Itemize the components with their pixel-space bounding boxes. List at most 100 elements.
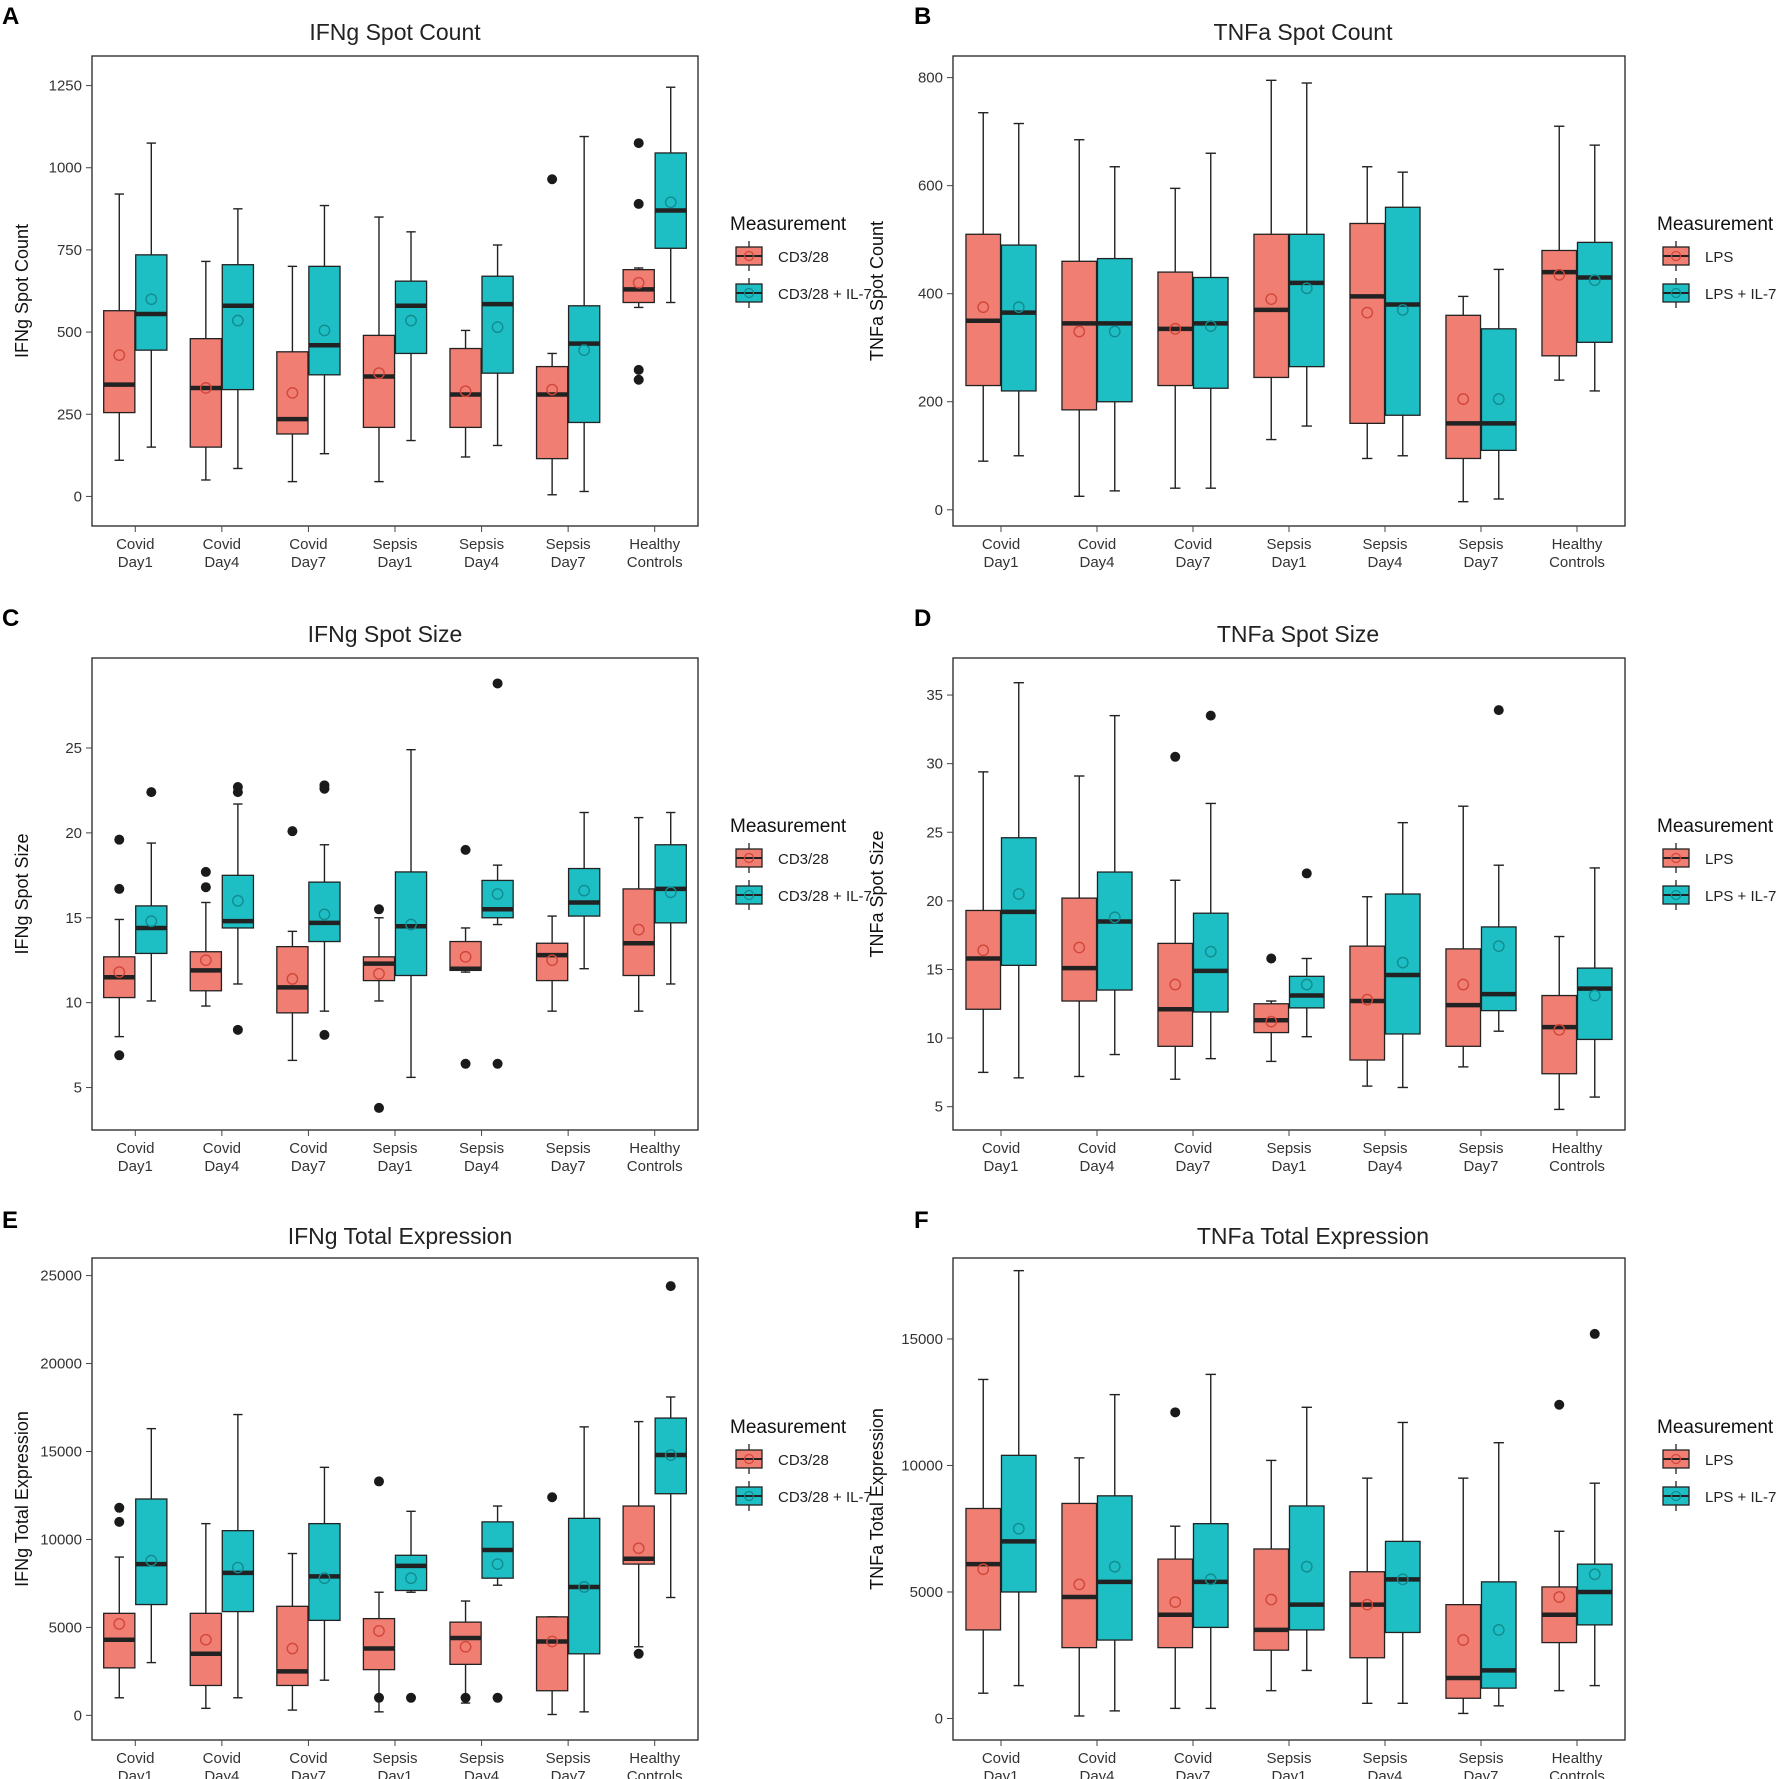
x-tick-label: Covid xyxy=(203,1750,241,1767)
x-tick-label: Day1 xyxy=(118,554,153,571)
box-outlier xyxy=(319,1029,330,1040)
box-series1 xyxy=(1541,125,1578,381)
box-iqr xyxy=(1349,1571,1386,1659)
x-tick-label: Day7 xyxy=(1175,1768,1210,1779)
y-tick-label: 30 xyxy=(926,756,943,773)
box-iqr xyxy=(1480,926,1517,1012)
box-series1 xyxy=(622,1420,655,1659)
x-tick-label: Covid xyxy=(289,536,327,553)
box-iqr xyxy=(1445,948,1482,1047)
box-mean xyxy=(1108,325,1121,338)
box-series1 xyxy=(1349,896,1386,1087)
box-iqr xyxy=(535,1616,569,1692)
x-tick-label: Day1 xyxy=(1271,554,1306,571)
x-tick-label: Sepsis xyxy=(546,536,591,553)
box-mean xyxy=(1361,306,1374,319)
x-tick-label: Controls xyxy=(1549,1768,1605,1779)
x-tick-label: Day7 xyxy=(291,1768,326,1779)
box-mean xyxy=(1492,1624,1505,1636)
chart-title: TNFa Spot Count xyxy=(1214,19,1394,45)
box-mean xyxy=(546,383,559,396)
box-series1 xyxy=(622,816,655,1012)
box-iqr xyxy=(1192,912,1229,1013)
legend-label: LPS xyxy=(1705,249,1733,266)
box-mean xyxy=(1012,1522,1025,1535)
legend-key-mean xyxy=(1670,1490,1682,1502)
y-tick-label: 35 xyxy=(926,687,943,704)
y-tick-label: 5000 xyxy=(49,1619,82,1636)
box-outlier xyxy=(633,364,644,375)
box-iqr xyxy=(449,940,482,972)
box-series1 xyxy=(103,834,136,1061)
y-tick-label: 10 xyxy=(926,1030,943,1047)
y-tick-label: 0 xyxy=(935,1710,943,1727)
x-tick-label: Day4 xyxy=(464,1158,499,1175)
box-mean xyxy=(546,1635,559,1648)
box-series1 xyxy=(276,1552,309,1711)
box-series2 xyxy=(1384,1421,1421,1705)
box-series2 xyxy=(1288,868,1325,1038)
box-outlier xyxy=(319,783,330,794)
box-outlier xyxy=(1170,1407,1181,1418)
x-tick-label: Sepsis xyxy=(372,1140,417,1157)
box-outlier xyxy=(114,883,125,894)
legend-label: CD3/28 xyxy=(778,249,829,266)
box-series1 xyxy=(1253,953,1290,1063)
box-mean xyxy=(1396,304,1409,316)
x-tick-label: Sepsis xyxy=(1362,536,1407,553)
box-iqr xyxy=(394,1554,428,1592)
x-tick-label: Day7 xyxy=(291,554,326,571)
chart-title: IFNg Spot Size xyxy=(308,621,463,647)
box-iqr xyxy=(1253,233,1290,379)
box-outlier xyxy=(1493,705,1504,716)
box-series1 xyxy=(103,193,136,461)
box-series1 xyxy=(535,174,569,496)
legend-label: LPS xyxy=(1705,851,1733,868)
box-iqr xyxy=(1384,893,1421,1035)
box-series2 xyxy=(308,780,341,1040)
box-outlier xyxy=(492,1058,503,1069)
box-series2 xyxy=(1096,714,1133,1056)
y-tick-label: 0 xyxy=(74,488,82,505)
box-iqr xyxy=(135,254,168,351)
x-tick-label: Day4 xyxy=(1079,1158,1114,1175)
box-mean xyxy=(231,1561,244,1574)
y-tick-label: 800 xyxy=(918,70,943,87)
panel-letter: E xyxy=(2,1207,18,1234)
box-series2 xyxy=(1480,705,1517,1032)
legend: Measurement CD3/28 CD3/28 + IL-7 xyxy=(730,1417,872,1511)
y-tick-label: 10000 xyxy=(40,1531,82,1548)
legend-key-mean xyxy=(1670,852,1682,864)
box-series1 xyxy=(622,138,655,385)
box-mean xyxy=(1108,1560,1121,1573)
box-mean xyxy=(1396,956,1409,969)
legend-key-mean xyxy=(1670,1453,1682,1465)
box-series2 xyxy=(308,1466,341,1681)
x-tick-label: Day7 xyxy=(551,554,586,571)
plot-area xyxy=(952,1257,1626,1741)
x-tick-label: Day7 xyxy=(1175,1158,1210,1175)
box-series2 xyxy=(1192,710,1229,1060)
x-tick-label: Sepsis xyxy=(459,1140,504,1157)
box-mean xyxy=(1361,993,1374,1006)
box-mean xyxy=(632,923,645,936)
box-iqr xyxy=(276,945,309,1014)
box-outlier xyxy=(633,138,644,149)
x-tick-label: Day1 xyxy=(983,1768,1018,1779)
box-iqr xyxy=(308,265,341,376)
x-tick-label: Sepsis xyxy=(1458,536,1503,553)
box-series2 xyxy=(1096,1393,1133,1712)
box-iqr xyxy=(362,1617,396,1671)
panel-letter: C xyxy=(2,605,19,632)
box-outlier xyxy=(114,1502,125,1513)
box-outlier xyxy=(492,678,503,689)
box-iqr xyxy=(1157,1558,1194,1649)
x-tick-label: Covid xyxy=(1078,1750,1116,1767)
chart-title: IFNg Total Expression xyxy=(288,1223,513,1249)
box-series2 xyxy=(135,1427,168,1664)
box-series2 xyxy=(308,204,341,455)
x-tick-label: Healthy xyxy=(1552,1750,1603,1767)
y-tick-label: 10000 xyxy=(901,1457,943,1474)
x-tick-label: Sepsis xyxy=(1362,1750,1407,1767)
box-iqr xyxy=(535,942,569,982)
